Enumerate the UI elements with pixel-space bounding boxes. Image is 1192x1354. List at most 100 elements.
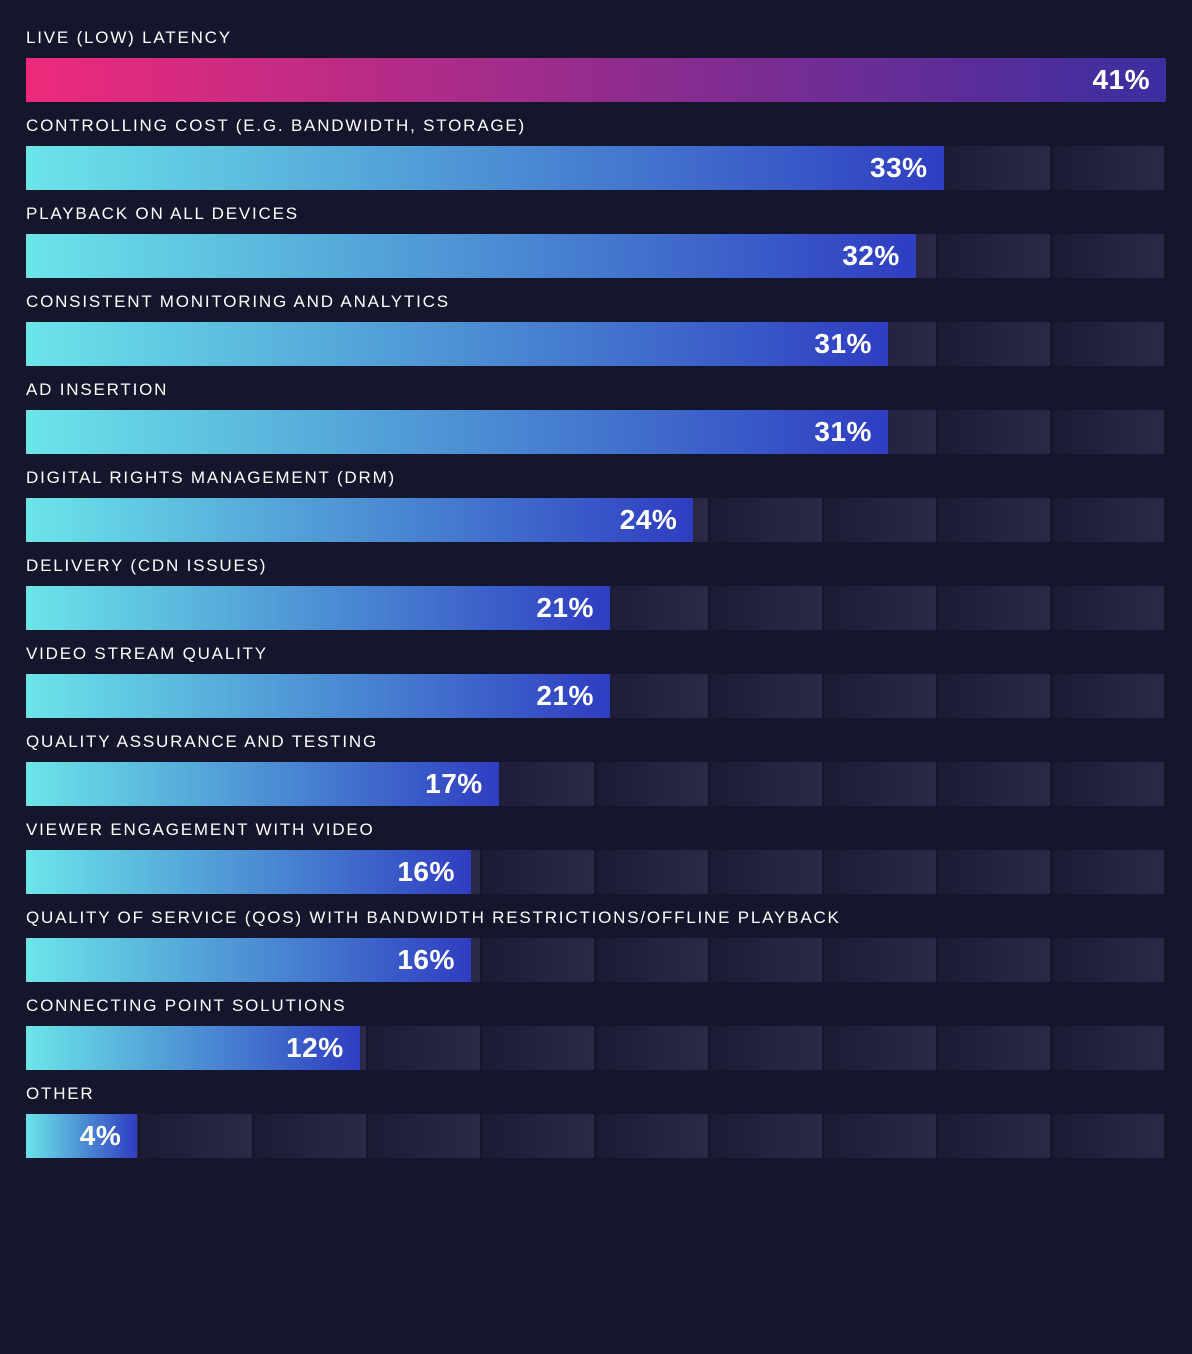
bar-row: CONTROLLING COST (E.G. BANDWIDTH, STORAG… — [26, 116, 1166, 190]
bar-label: PLAYBACK ON ALL DEVICES — [26, 204, 1166, 224]
bar-label: CONTROLLING COST (E.G. BANDWIDTH, STORAG… — [26, 116, 1166, 136]
bar-fill: 31% — [26, 410, 888, 454]
track-segment — [368, 1026, 482, 1070]
bar-label: LIVE (LOW) LATENCY — [26, 28, 1166, 48]
bar-row: QUALITY OF SERVICE (QOS) WITH BANDWIDTH … — [26, 908, 1166, 982]
bar-fill: 21% — [26, 586, 610, 630]
track-segment — [938, 674, 1052, 718]
track-segment — [710, 1026, 824, 1070]
track-segment — [482, 1114, 596, 1158]
track-segment — [254, 1114, 368, 1158]
bar-value: 17% — [425, 768, 483, 800]
bar-track: 4% — [26, 1114, 1166, 1158]
bar-value: 32% — [842, 240, 900, 272]
bar-track: 12% — [26, 1026, 1166, 1070]
bar-value: 21% — [536, 680, 594, 712]
bar-value: 21% — [536, 592, 594, 624]
track-segment — [824, 1114, 938, 1158]
track-segment — [938, 410, 1052, 454]
bar-value: 16% — [397, 944, 455, 976]
bar-label: DELIVERY (CDN ISSUES) — [26, 556, 1166, 576]
bar-label: CONSISTENT MONITORING AND ANALYTICS — [26, 292, 1166, 312]
track-segment — [938, 234, 1052, 278]
track-segment — [1052, 1026, 1166, 1070]
track-segment — [368, 1114, 482, 1158]
bar-fill: 33% — [26, 146, 944, 190]
track-segment — [710, 1114, 824, 1158]
bar-label: VIDEO STREAM QUALITY — [26, 644, 1166, 664]
bar-fill: 16% — [26, 850, 471, 894]
track-segment — [1052, 234, 1166, 278]
track-segment — [710, 498, 824, 542]
track-segment — [824, 498, 938, 542]
track-segment — [1052, 410, 1166, 454]
bar-track: 17% — [26, 762, 1166, 806]
track-segment — [938, 1114, 1052, 1158]
track-segment — [596, 762, 710, 806]
track-segment — [1052, 762, 1166, 806]
track-segment — [938, 938, 1052, 982]
track-segment — [1052, 586, 1166, 630]
bar-row: LIVE (LOW) LATENCY 41% — [26, 28, 1166, 102]
track-segment — [1052, 1114, 1166, 1158]
bar-value: 16% — [397, 856, 455, 888]
bar-track: 33% — [26, 146, 1166, 190]
bar-fill: 32% — [26, 234, 916, 278]
track-segment — [1052, 850, 1166, 894]
bar-fill: 31% — [26, 322, 888, 366]
track-segment — [596, 1026, 710, 1070]
bar-value: 41% — [1092, 64, 1150, 96]
bar-track: 16% — [26, 938, 1166, 982]
track-segment — [482, 850, 596, 894]
track-segment — [938, 762, 1052, 806]
track-segment — [710, 850, 824, 894]
track-segment — [938, 586, 1052, 630]
bar-row: AD INSERTION 31% — [26, 380, 1166, 454]
track-segment — [710, 938, 824, 982]
track-segment — [596, 674, 710, 718]
track-segment — [596, 938, 710, 982]
bar-track: 24% — [26, 498, 1166, 542]
track-segment — [1052, 938, 1166, 982]
bar-fill: 12% — [26, 1026, 360, 1070]
track-segment — [482, 762, 596, 806]
bar-value: 12% — [286, 1032, 344, 1064]
track-segment — [482, 938, 596, 982]
bar-fill: 21% — [26, 674, 610, 718]
track-segment — [1052, 146, 1166, 190]
track-segment — [1052, 322, 1166, 366]
track-segment — [710, 762, 824, 806]
bar-fill: 24% — [26, 498, 693, 542]
track-segment — [596, 850, 710, 894]
bar-fill: 16% — [26, 938, 471, 982]
bar-row: DELIVERY (CDN ISSUES) 21% — [26, 556, 1166, 630]
bar-track: 16% — [26, 850, 1166, 894]
track-segment — [482, 1026, 596, 1070]
bar-track: 21% — [26, 674, 1166, 718]
bar-fill: 4% — [26, 1114, 137, 1158]
track-segment — [140, 1114, 254, 1158]
bar-fill: 41% — [26, 58, 1166, 102]
bar-fill: 17% — [26, 762, 499, 806]
bar-label: VIEWER ENGAGEMENT WITH VIDEO — [26, 820, 1166, 840]
bar-row: OTHER 4% — [26, 1084, 1166, 1158]
bar-row: CONNECTING POINT SOLUTIONS12% — [26, 996, 1166, 1070]
bar-track: 32% — [26, 234, 1166, 278]
track-segment — [710, 674, 824, 718]
track-segment — [824, 674, 938, 718]
bar-row: VIDEO STREAM QUALITY 21% — [26, 644, 1166, 718]
bar-track: 31% — [26, 410, 1166, 454]
bar-label: QUALITY ASSURANCE AND TESTING — [26, 732, 1166, 752]
bar-value: 4% — [80, 1120, 121, 1152]
track-segment — [938, 146, 1052, 190]
bar-label: QUALITY OF SERVICE (QOS) WITH BANDWIDTH … — [26, 908, 1166, 928]
track-segment — [1052, 674, 1166, 718]
bar-value: 31% — [814, 328, 872, 360]
track-segment — [824, 586, 938, 630]
bar-row: DIGITAL RIGHTS MANAGEMENT (DRM)24% — [26, 468, 1166, 542]
track-segment — [824, 1026, 938, 1070]
bar-track: 41% — [26, 58, 1166, 102]
bar-value: 33% — [870, 152, 928, 184]
bar-label: OTHER — [26, 1084, 1166, 1104]
bar-label: AD INSERTION — [26, 380, 1166, 400]
